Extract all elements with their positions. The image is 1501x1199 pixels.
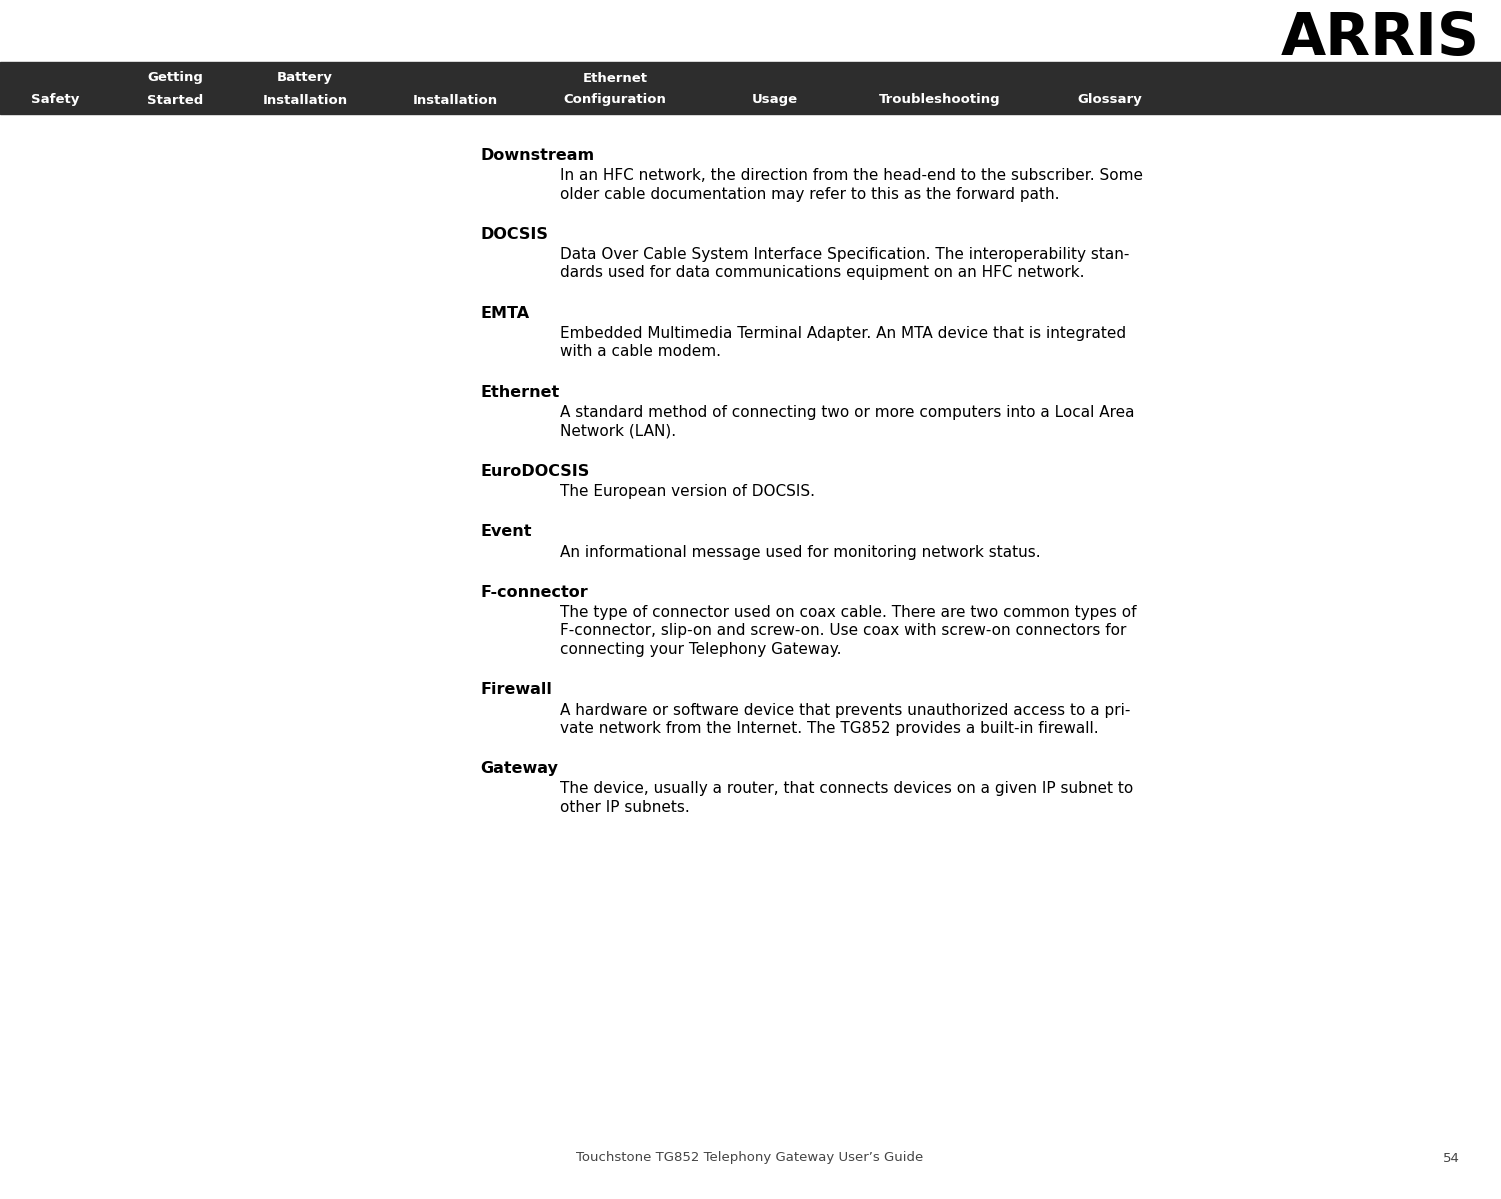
Text: Touchstone TG852 Telephony Gateway User’s Guide: Touchstone TG852 Telephony Gateway User’… <box>576 1151 923 1164</box>
Text: F-connector, slip-on and screw-on. Use coax with screw-on connectors for: F-connector, slip-on and screw-on. Use c… <box>560 623 1126 639</box>
Text: ARRIS: ARRIS <box>1280 10 1480 66</box>
Text: Ethernet: Ethernet <box>480 385 560 400</box>
Text: The European version of DOCSIS.: The European version of DOCSIS. <box>560 484 815 499</box>
Text: Ethernet: Ethernet <box>582 72 647 84</box>
Text: Configuration: Configuration <box>563 94 666 107</box>
Text: connecting your Telephony Gateway.: connecting your Telephony Gateway. <box>560 641 842 657</box>
Text: F-connector: F-connector <box>480 585 588 600</box>
Text: An informational message used for monitoring network status.: An informational message used for monito… <box>560 544 1040 560</box>
Text: Installation: Installation <box>263 94 348 107</box>
Text: Embedded Multimedia Terminal Adapter. An MTA device that is integrated: Embedded Multimedia Terminal Adapter. An… <box>560 326 1126 341</box>
Text: In an HFC network, the direction from the head-end to the subscriber. Some: In an HFC network, the direction from th… <box>560 168 1142 183</box>
Text: DOCSIS: DOCSIS <box>480 227 548 242</box>
Text: Gateway: Gateway <box>480 761 558 777</box>
Text: other IP subnets.: other IP subnets. <box>560 800 690 815</box>
Text: EMTA: EMTA <box>480 306 530 321</box>
Text: Glossary: Glossary <box>1078 94 1142 107</box>
Text: Network (LAN).: Network (LAN). <box>560 423 675 439</box>
Text: Downstream: Downstream <box>480 147 594 163</box>
Text: Data Over Cable System Interface Specification. The interoperability stan-: Data Over Cable System Interface Specifi… <box>560 247 1129 263</box>
Text: Started: Started <box>147 94 203 107</box>
Text: Event: Event <box>480 524 531 540</box>
Bar <box>0 62 1501 114</box>
Text: EuroDOCSIS: EuroDOCSIS <box>480 464 590 478</box>
Text: Installation: Installation <box>413 94 497 107</box>
Text: Battery: Battery <box>278 72 333 84</box>
Text: Usage: Usage <box>752 94 799 107</box>
Text: The device, usually a router, that connects devices on a given IP subnet to: The device, usually a router, that conne… <box>560 782 1133 796</box>
Text: with a cable modem.: with a cable modem. <box>560 344 720 360</box>
Text: Safety: Safety <box>32 94 80 107</box>
Text: Troubleshooting: Troubleshooting <box>880 94 1001 107</box>
Text: A standard method of connecting two or more computers into a Local Area: A standard method of connecting two or m… <box>560 405 1135 420</box>
Text: older cable documentation may refer to this as the forward path.: older cable documentation may refer to t… <box>560 187 1060 201</box>
Text: 54: 54 <box>1442 1151 1460 1164</box>
Text: Getting: Getting <box>147 72 203 84</box>
Text: dards used for data communications equipment on an HFC network.: dards used for data communications equip… <box>560 265 1085 281</box>
Text: A hardware or software device that prevents unauthorized access to a pri-: A hardware or software device that preve… <box>560 703 1130 717</box>
Text: vate network from the Internet. The TG852 provides a built-in firewall.: vate network from the Internet. The TG85… <box>560 721 1099 736</box>
Text: The type of connector used on coax cable. There are two common types of: The type of connector used on coax cable… <box>560 605 1136 620</box>
Text: Firewall: Firewall <box>480 682 552 698</box>
